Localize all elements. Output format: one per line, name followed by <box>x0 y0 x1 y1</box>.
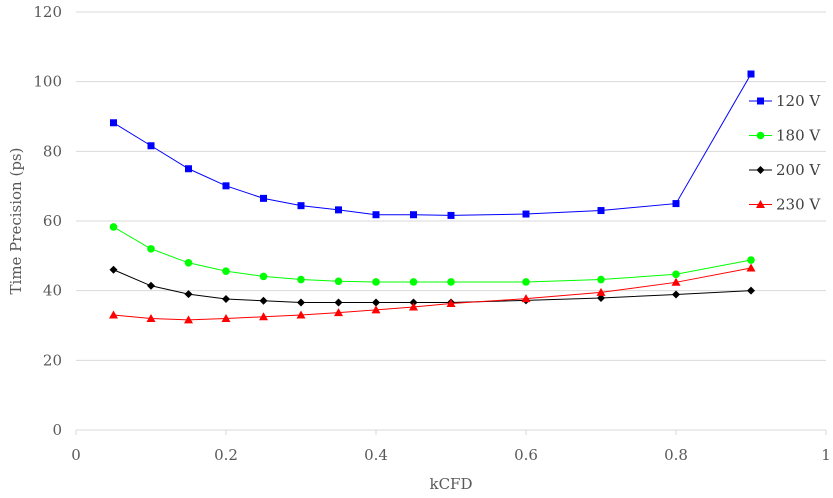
data-point-180v <box>147 245 155 253</box>
y-tick-label: 40 <box>43 282 62 300</box>
data-point-180v <box>409 278 418 286</box>
y-axis-title: Time Precision (ps) <box>7 148 25 295</box>
data-point-180v <box>672 270 680 279</box>
data-point-230v <box>221 314 231 323</box>
legend-swatch-marker <box>756 166 765 174</box>
legend-item-120v: 120 V <box>749 92 821 110</box>
y-tick-label: 120 <box>33 3 62 21</box>
x-tick-label: 1 <box>821 446 831 464</box>
data-point-180v <box>109 223 118 231</box>
data-point-120v <box>522 210 530 218</box>
data-point-180v <box>447 278 455 286</box>
data-point-120v <box>372 211 380 219</box>
x-axis-title: kCFD <box>429 475 472 493</box>
data-point-180v <box>597 275 605 284</box>
data-point-200v <box>672 290 680 299</box>
data-point-180v <box>747 256 755 264</box>
y-tick-label: 100 <box>33 73 62 91</box>
data-point-120v <box>672 200 680 208</box>
data-point-230v <box>371 305 381 314</box>
data-point-230v <box>446 299 456 308</box>
data-point-230v <box>259 312 268 321</box>
x-tick-label: 0.8 <box>664 446 688 464</box>
data-point-180v <box>184 259 193 267</box>
legend-item-230v: 230 V <box>749 196 821 214</box>
legend-swatch-marker <box>757 97 764 105</box>
data-point-200v <box>184 290 193 299</box>
data-point-200v <box>297 298 305 307</box>
x-tick-label: 0.4 <box>364 446 388 464</box>
data-point-120v <box>222 182 230 190</box>
data-point-200v <box>334 298 343 307</box>
series-line-230v <box>113 267 752 321</box>
data-point-120v <box>335 206 342 214</box>
x-tick-label: 0 <box>71 446 81 464</box>
data-point-120v <box>410 211 417 219</box>
data-point-120v <box>447 211 455 219</box>
data-point-230v <box>596 287 606 296</box>
data-point-200v <box>372 298 380 307</box>
data-point-230v <box>409 302 418 311</box>
legend-swatch-marker <box>756 131 765 140</box>
data-point-230v <box>184 315 193 324</box>
legend: 120 V 180 V 200 V 230 V <box>749 92 821 214</box>
data-point-230v <box>671 277 681 286</box>
data-point-180v <box>222 267 230 275</box>
data-point-180v <box>372 278 380 286</box>
y-tick-label: 80 <box>43 142 62 160</box>
data-point-120v <box>260 194 267 202</box>
series-line-200v <box>113 269 752 304</box>
y-tick-label: 20 <box>43 351 62 369</box>
y-tick-label: 60 <box>43 212 62 230</box>
data-point-200v <box>409 298 418 307</box>
series-230v <box>109 263 756 324</box>
data-point-200v <box>222 295 230 304</box>
data-point-120v <box>297 202 305 210</box>
legend-label: 120 V <box>776 92 821 110</box>
data-point-230v <box>109 310 118 319</box>
y-tick-label: 0 <box>52 421 62 439</box>
data-point-180v <box>259 272 268 281</box>
data-point-120v <box>747 70 755 78</box>
series-180v <box>109 223 755 286</box>
legend-swatch-marker <box>756 200 765 208</box>
series-group <box>109 70 756 324</box>
legend-label: 180 V <box>776 127 821 145</box>
data-point-230v <box>746 263 756 272</box>
data-point-230v <box>146 314 156 323</box>
legend-item-180v: 180 V <box>749 127 821 145</box>
gridlines <box>76 11 826 361</box>
data-point-180v <box>297 275 305 284</box>
data-point-120v <box>185 165 192 173</box>
data-point-200v <box>147 281 155 290</box>
legend-item-200v: 200 V <box>749 161 821 179</box>
axes: 0 20 40 60 80 100 120 0 0.2 0.4 0.6 0.8 1 <box>33 3 830 464</box>
x-tick-label: 0.6 <box>514 446 538 464</box>
data-point-180v <box>334 277 343 286</box>
series-120v <box>110 70 755 219</box>
data-point-200v <box>259 296 268 305</box>
data-point-180v <box>522 278 530 286</box>
data-point-200v <box>747 286 755 295</box>
legend-label: 200 V <box>776 161 821 179</box>
x-tick-label: 0.2 <box>214 446 238 464</box>
data-point-120v <box>110 119 117 127</box>
series-line-120v <box>113 73 752 216</box>
data-point-230v <box>521 294 531 303</box>
series-line-180v <box>113 226 752 283</box>
data-point-120v <box>147 142 155 150</box>
data-point-230v <box>334 308 343 317</box>
data-point-200v <box>109 265 118 274</box>
series-200v <box>109 265 755 307</box>
legend-label: 230 V <box>776 196 821 214</box>
data-point-120v <box>597 207 605 215</box>
data-point-230v <box>296 310 306 319</box>
data-point-200v <box>597 293 605 302</box>
